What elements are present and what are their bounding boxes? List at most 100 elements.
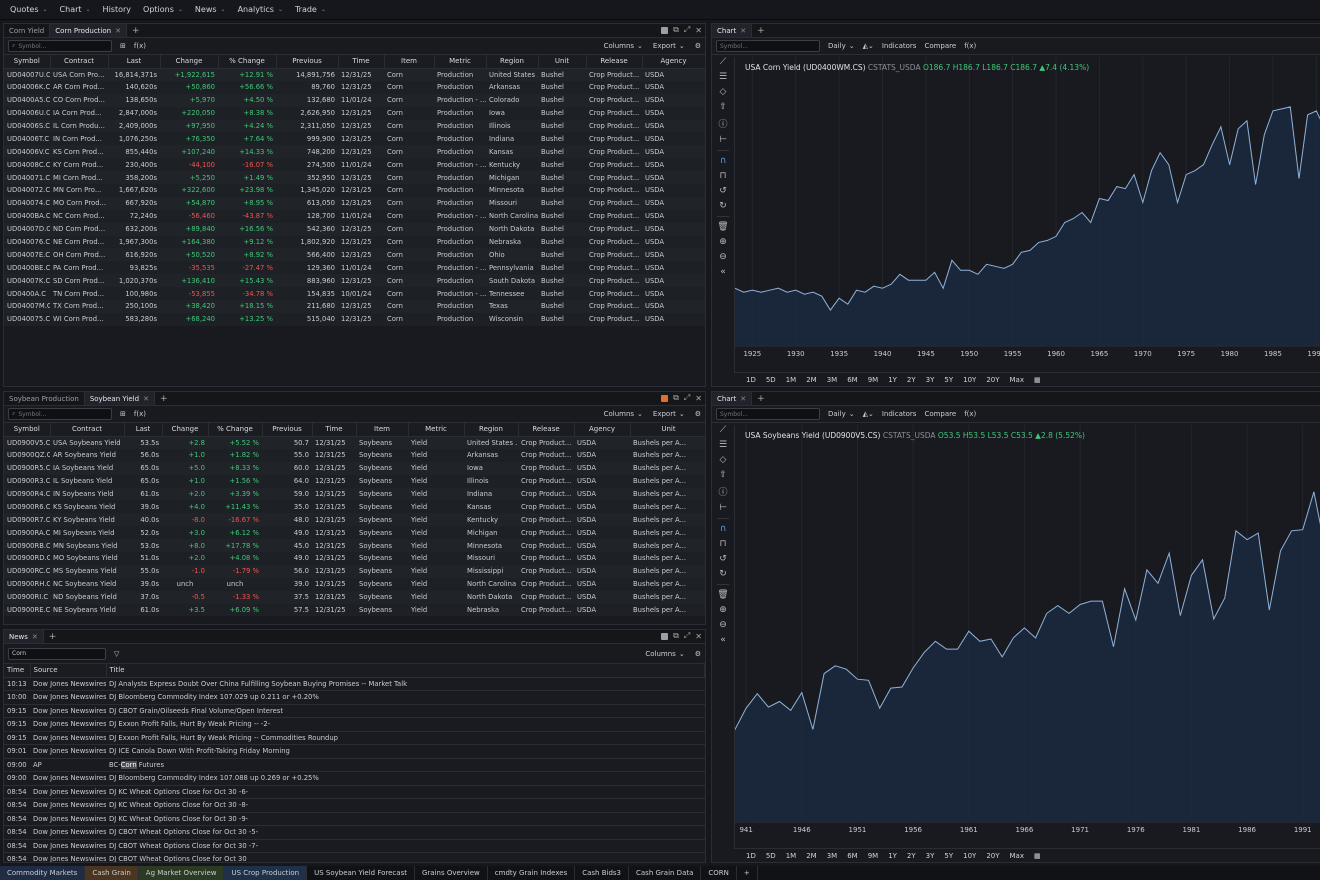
- indicators-button[interactable]: Indicators: [881, 42, 917, 50]
- news-item[interactable]: 08:54 Dow Jones Newswires DJ KC Wheat Opti…: [4, 812, 705, 826]
- close-panel-icon[interactable]: ✕: [695, 393, 702, 403]
- col-header[interactable]: Time: [4, 664, 31, 678]
- symbol-input-box[interactable]: ⌕: [8, 408, 112, 420]
- chart-type-icon[interactable]: ◭⌄: [862, 410, 874, 418]
- lock-icon[interactable]: ⊓: [719, 539, 727, 549]
- tab-chart[interactable]: Chart ✕: [712, 24, 753, 37]
- chart-plot[interactable]: 941 1946 1951 1956 1961 1966 1971 1976 1981 1986 1…: [723, 425, 1320, 848]
- add-tab-icon[interactable]: +: [757, 393, 765, 404]
- table-row[interactable]: UD0900R3.C IL Soybeans Yield 65.0s +1.0 +1.5…: [4, 474, 705, 488]
- table-row[interactable]: UD04007D.C ND Corn Prod... 632,200s +89,840…: [4, 222, 705, 236]
- table-row[interactable]: UD0900RE.C NE Soybeans Yield 61.0s +3.5 +6.0…: [4, 603, 705, 617]
- workspace-tab[interactable]: Commodity Markets: [0, 866, 86, 880]
- period-10y[interactable]: 10Y: [963, 851, 977, 860]
- line-tool-icon[interactable]: ⟋: [719, 57, 727, 67]
- period-5d[interactable]: 5D: [765, 851, 776, 860]
- table-row[interactable]: UD04006K.C AR Corn Prod... 140,620s +50,860…: [4, 80, 705, 94]
- col-header[interactable]: Symbol: [4, 423, 51, 437]
- period-1y[interactable]: 1Y: [888, 851, 897, 860]
- tab-soybean-production[interactable]: Soybean Production: [4, 392, 85, 405]
- news-item[interactable]: 09:00 Dow Jones Newswires DJ Bloomberg Com…: [4, 771, 705, 786]
- period-6m[interactable]: 6M: [847, 375, 858, 384]
- table-row[interactable]: UD04007M.C TX Corn Prod... 250,100s +38,420…: [4, 300, 705, 313]
- table-row[interactable]: UD0900RH.C NC Soybeans Yield 39.0s unch unch…: [4, 577, 705, 591]
- table-row[interactable]: UD0900RA.C MI Soybeans Yield 52.0s +3.0 +6.1…: [4, 526, 705, 540]
- maximize-icon[interactable]: ⤢: [683, 631, 691, 640]
- maximize-icon[interactable]: ⤢: [683, 25, 691, 34]
- chart-type-icon[interactable]: ◭⌄: [862, 42, 874, 50]
- table-row[interactable]: UD04006V.C KS Corn Prod... 855,440s +107,24…: [4, 145, 705, 159]
- menu-history[interactable]: History: [97, 5, 137, 14]
- zoom-out-icon[interactable]: ⊖: [719, 252, 727, 262]
- table-row[interactable]: UD04008C.C KY Corn Prod... 230,400s -44,100…: [4, 158, 705, 172]
- table-row[interactable]: UD0400BA.C NC Corn Prod... 72,240s -56,460-…: [4, 209, 705, 223]
- table-row[interactable]: UD04006S.C IL Corn Produ... 2,409,000s +97,…: [4, 119, 705, 133]
- maximize-icon[interactable]: ⤢: [683, 393, 691, 402]
- col-header[interactable]: Agency: [642, 55, 705, 69]
- add-tab-icon[interactable]: +: [159, 393, 168, 404]
- fib-tool-icon[interactable]: ☰: [718, 440, 728, 450]
- tab-corn-yield[interactable]: Corn Yield: [4, 24, 51, 37]
- chart-plot[interactable]: 1925 1930 1935 1940 1945 1950 1955 1960 1965 1970…: [734, 57, 1320, 372]
- trash-icon[interactable]: 🗑: [717, 222, 729, 232]
- symbol-input[interactable]: [18, 410, 99, 418]
- table-row[interactable]: UD0900RI.C ND Soybeans Yield 37.0s -0.5 -1.3…: [4, 590, 705, 604]
- collapse-icon[interactable]: «: [720, 635, 726, 645]
- period-9m[interactable]: 9M: [867, 851, 879, 860]
- table-row[interactable]: UD040074.C MO Corn Prod... 667,920s +54,870…: [4, 196, 705, 210]
- gear-icon[interactable]: ⚙: [694, 649, 701, 658]
- interval-select[interactable]: Daily ⌄: [828, 42, 855, 50]
- columns-button[interactable]: Columns ⌄: [604, 42, 643, 50]
- close-icon[interactable]: ✕: [740, 394, 747, 403]
- indicators-button[interactable]: Indicators: [881, 410, 917, 418]
- gear-icon[interactable]: ⚙: [694, 410, 701, 418]
- col-header[interactable]: Unit: [538, 55, 587, 69]
- undo-icon[interactable]: ↺: [719, 554, 727, 564]
- col-header[interactable]: Source: [30, 664, 107, 678]
- col-header[interactable]: Agency: [574, 423, 631, 437]
- news-item[interactable]: 08:54 Dow Jones Newswires DJ KC Wheat Opti…: [4, 798, 705, 813]
- pattern-tool-icon[interactable]: ⇧: [719, 102, 727, 112]
- news-item[interactable]: 09:15 Dow Jones Newswires DJ CBOT Grain/Oi…: [4, 704, 705, 718]
- close-panel-icon[interactable]: ✕: [695, 631, 702, 641]
- symbol-input-box[interactable]: [716, 40, 820, 52]
- close-panel-icon[interactable]: ✕: [695, 25, 702, 35]
- period-5y[interactable]: 5Y: [944, 375, 954, 384]
- col-header[interactable]: Item: [384, 55, 435, 69]
- news-item[interactable]: 10:13 Dow Jones Newswires DJ Analysts Expr…: [4, 677, 705, 691]
- compare-button[interactable]: Compare: [924, 410, 957, 418]
- calendar-icon[interactable]: ▦: [1033, 375, 1041, 384]
- tab-chart[interactable]: Chart ✕: [712, 392, 753, 405]
- popout-icon[interactable]: ⧉: [673, 25, 679, 34]
- magnet-icon[interactable]: ∩: [719, 524, 727, 534]
- period-1d[interactable]: 1D: [746, 851, 756, 860]
- grid-icon[interactable]: ⊞: [120, 42, 126, 50]
- redo-icon[interactable]: ↻: [719, 201, 727, 211]
- table-row[interactable]: UD0400BE.C PA Corn Prod... 93,825s -35,535-…: [4, 261, 705, 275]
- menu-analytics[interactable]: Analytics ⌄: [232, 5, 289, 14]
- news-filter-box[interactable]: [8, 647, 106, 660]
- news-filter-input[interactable]: [12, 650, 102, 657]
- workspace-tab[interactable]: US Soybean Yield Forecast: [307, 866, 415, 880]
- col-header[interactable]: Previous: [262, 423, 313, 437]
- period-3y[interactable]: 3Y: [925, 375, 935, 384]
- calendar-icon[interactable]: ▦: [1033, 851, 1041, 860]
- news-item[interactable]: 09:01 Dow Jones Newswires DJ ICE Canola Do…: [4, 744, 705, 759]
- workspace-tab[interactable]: US Crop Production: [224, 866, 308, 880]
- col-header[interactable]: Unit: [630, 423, 705, 437]
- table-row[interactable]: UD040072.C MN Corn Pro... 1,667,620s +322,6…: [4, 184, 705, 197]
- menu-news[interactable]: News ⌄: [189, 5, 232, 14]
- news-item[interactable]: 10:00 Dow Jones Newswires DJ Bloomberg Com…: [4, 690, 705, 705]
- period-3m[interactable]: 3M: [826, 851, 838, 860]
- columns-button[interactable]: Columns ⌄: [645, 650, 684, 658]
- news-item[interactable]: 08:54 Dow Jones Newswires DJ CBOT Wheat Op…: [4, 839, 705, 853]
- close-icon[interactable]: ✕: [740, 26, 747, 35]
- period-20y[interactable]: 20Y: [986, 851, 1000, 860]
- table-row[interactable]: UD0900R4.C IN Soybeans Yield 61.0s +2.0 +3.3…: [4, 487, 705, 501]
- measure-tool-icon[interactable]: ⊢: [719, 503, 727, 513]
- measure-tool-icon[interactable]: ⊢: [719, 135, 727, 145]
- period-5y[interactable]: 5Y: [944, 851, 954, 860]
- period-3m[interactable]: 3M: [826, 375, 838, 384]
- col-header[interactable]: Previous: [276, 55, 339, 69]
- workspace-tab[interactable]: Ag Market Overview: [138, 866, 225, 880]
